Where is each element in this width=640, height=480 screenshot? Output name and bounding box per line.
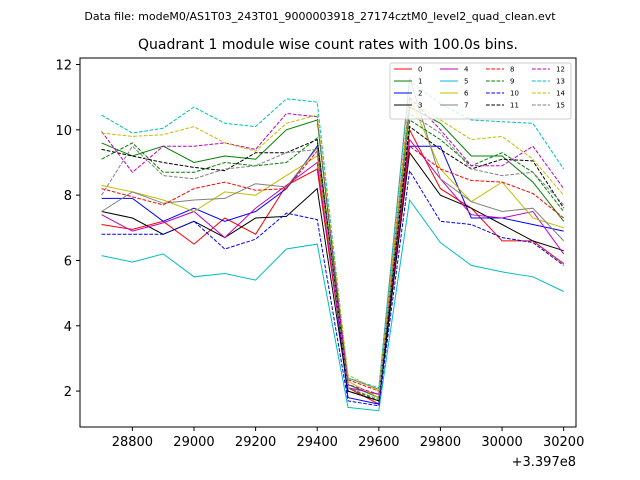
- y-axis: 2 4 6 8 10 12: [55, 59, 80, 400]
- axes-frame: [79, 57, 577, 428]
- series-line-9: [101, 119, 565, 402]
- legend-label-11: 11: [510, 102, 519, 110]
- legend-label-2: 2: [418, 90, 422, 98]
- x-tick-label: 29200: [235, 435, 276, 450]
- x-tick-label: 29400: [297, 435, 338, 450]
- legend-label-10: 10: [510, 90, 519, 98]
- y-tick-label: 10: [55, 124, 72, 139]
- plot-area: [101, 77, 565, 412]
- x-tick-label: 30200: [543, 435, 584, 450]
- legend-label-13: 13: [556, 78, 565, 86]
- x-tick-label: 29800: [420, 435, 461, 450]
- legend-label-8: 8: [510, 66, 514, 74]
- x-axis: 28800 29000 29200 29400 29600 29800 30000 30200: [112, 427, 584, 450]
- legend-box: [389, 62, 572, 120]
- series-line-4: [101, 138, 565, 395]
- legend-label-12: 12: [556, 66, 565, 74]
- series-line-11: [101, 125, 565, 402]
- chart-suptitle: Data file: modeM0/AS1T03_243T01_90000039…: [84, 10, 556, 23]
- legend-label-1: 1: [418, 78, 422, 86]
- series-line-14: [101, 99, 565, 392]
- series-line-13: [101, 79, 565, 389]
- x-tick-label: 30000: [481, 435, 522, 450]
- x-axis-offset-label: +3.397e8: [512, 455, 576, 470]
- y-tick-label: 2: [64, 385, 72, 400]
- legend-label-7: 7: [464, 102, 468, 110]
- y-tick-label: 4: [64, 320, 72, 335]
- y-tick-label: 6: [64, 254, 72, 269]
- legend-label-6: 6: [464, 90, 469, 98]
- series-line-15: [101, 112, 565, 400]
- y-tick-label: 12: [55, 59, 72, 74]
- series-line-7: [101, 77, 565, 391]
- legend-label-3: 3: [418, 102, 422, 110]
- legend-label-0: 0: [418, 66, 422, 74]
- legend-label-5: 5: [464, 78, 468, 86]
- legend-label-9: 9: [510, 78, 514, 86]
- legend-label-4: 4: [464, 66, 469, 74]
- legend-label-14: 14: [556, 90, 565, 98]
- x-tick-label: 28800: [112, 435, 153, 450]
- x-tick-label: 29600: [358, 435, 399, 450]
- x-tick-label: 29000: [173, 435, 214, 450]
- legend-label-15: 15: [556, 102, 565, 110]
- y-tick-label: 8: [64, 189, 72, 204]
- series-line-12: [101, 96, 565, 395]
- chart-title: Quadrant 1 module wise count rates with …: [138, 37, 518, 53]
- series-line-5: [101, 198, 564, 412]
